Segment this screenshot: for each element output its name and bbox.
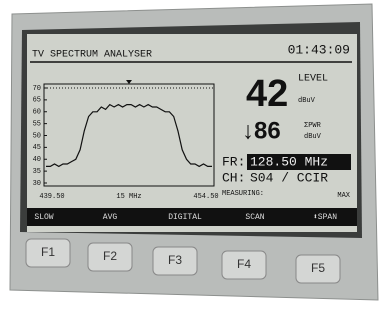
power-unit: dBuV bbox=[304, 133, 322, 141]
frequency-label: FR: bbox=[222, 154, 245, 169]
x-label: 439.50 bbox=[39, 193, 64, 201]
y-tick-label: 30 bbox=[33, 180, 41, 188]
level-label: LEVEL bbox=[298, 74, 328, 85]
button-label[interactable]: F1 bbox=[41, 245, 55, 259]
button-label[interactable]: F5 bbox=[311, 261, 325, 275]
softkey-label: SCAN bbox=[245, 213, 264, 222]
softkey-label: AVG bbox=[103, 213, 118, 222]
y-tick-label: 45 bbox=[33, 144, 41, 152]
y-tick-label: 55 bbox=[33, 120, 41, 128]
power-label: ΣPWR bbox=[304, 122, 322, 130]
channel-label: CH: bbox=[222, 170, 245, 185]
y-tick-label: 40 bbox=[33, 156, 41, 164]
y-tick-label: 70 bbox=[33, 85, 41, 93]
channel-value: S04 / CCIR bbox=[250, 170, 328, 185]
y-tick-label: 35 bbox=[33, 168, 41, 176]
measuring-value: MAX bbox=[337, 192, 350, 200]
softkey-label: ⬍SPAN bbox=[313, 213, 337, 222]
softkey-label: DIGITAL bbox=[168, 213, 202, 222]
button-label[interactable]: F4 bbox=[237, 257, 251, 271]
y-tick-label: 65 bbox=[33, 97, 41, 105]
level-value: 42 bbox=[246, 73, 288, 115]
screen-title: TV SPECTRUM ANALYSER bbox=[32, 50, 152, 61]
frequency-value: 128.50 MHz bbox=[250, 154, 328, 169]
y-tick-label: 50 bbox=[33, 132, 41, 140]
button-label[interactable]: F2 bbox=[103, 249, 117, 263]
measuring-label: MEASURING: bbox=[222, 190, 264, 198]
power-value: ↓86 bbox=[242, 117, 281, 144]
softkey-label: SLOW bbox=[34, 213, 53, 222]
y-tick-label: 60 bbox=[33, 109, 41, 117]
button-label[interactable]: F3 bbox=[168, 253, 182, 267]
x-label: 15 MHz bbox=[116, 193, 141, 201]
clock: 01:43:09 bbox=[288, 42, 350, 57]
level-unit: dBuV bbox=[298, 97, 316, 105]
device: TV SPECTRUM ANALYSER 01:43:09 30 35 40 45 50… bbox=[0, 0, 383, 311]
x-label: 454.50 bbox=[193, 193, 218, 201]
